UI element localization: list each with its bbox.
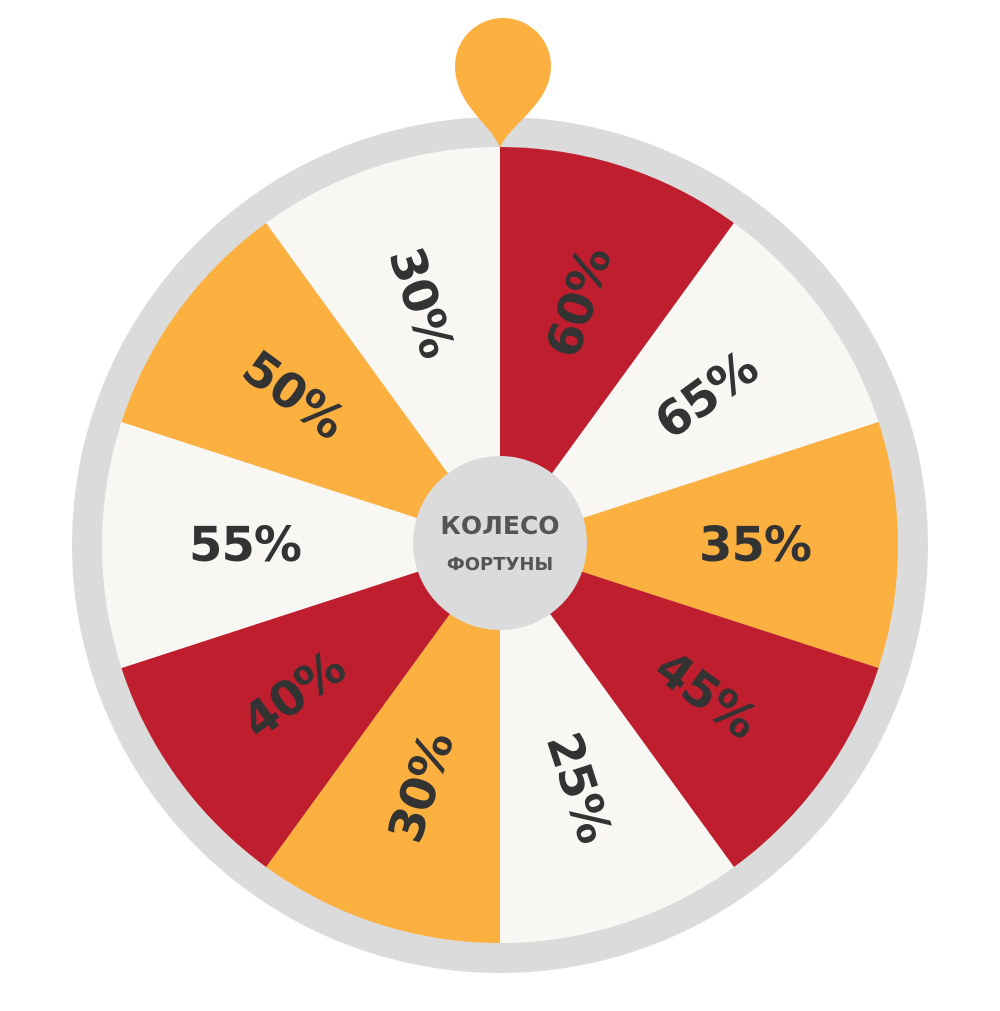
- wheel-segment: [500, 545, 879, 867]
- segment-label: 55%: [189, 517, 301, 573]
- wheel-segment: [500, 147, 734, 545]
- wheel-segment: [102, 422, 500, 668]
- wheel-segment: [266, 545, 500, 943]
- wheel-segment: [121, 545, 500, 867]
- hub-subtitle: ФОРТУНЫ: [447, 554, 553, 575]
- hub-title: КОЛЕСО: [440, 511, 559, 540]
- wheel-segments: [102, 147, 898, 943]
- wheel-hub[interactable]: [413, 456, 587, 630]
- wheel-segment: [121, 223, 500, 545]
- segment-label: 35%: [699, 517, 811, 573]
- wheel-segment: [266, 147, 500, 545]
- wheel-segment: [500, 223, 879, 545]
- wheel-segment: [500, 545, 734, 943]
- pointer-marker: [455, 18, 551, 148]
- wheel-segment: [500, 422, 898, 668]
